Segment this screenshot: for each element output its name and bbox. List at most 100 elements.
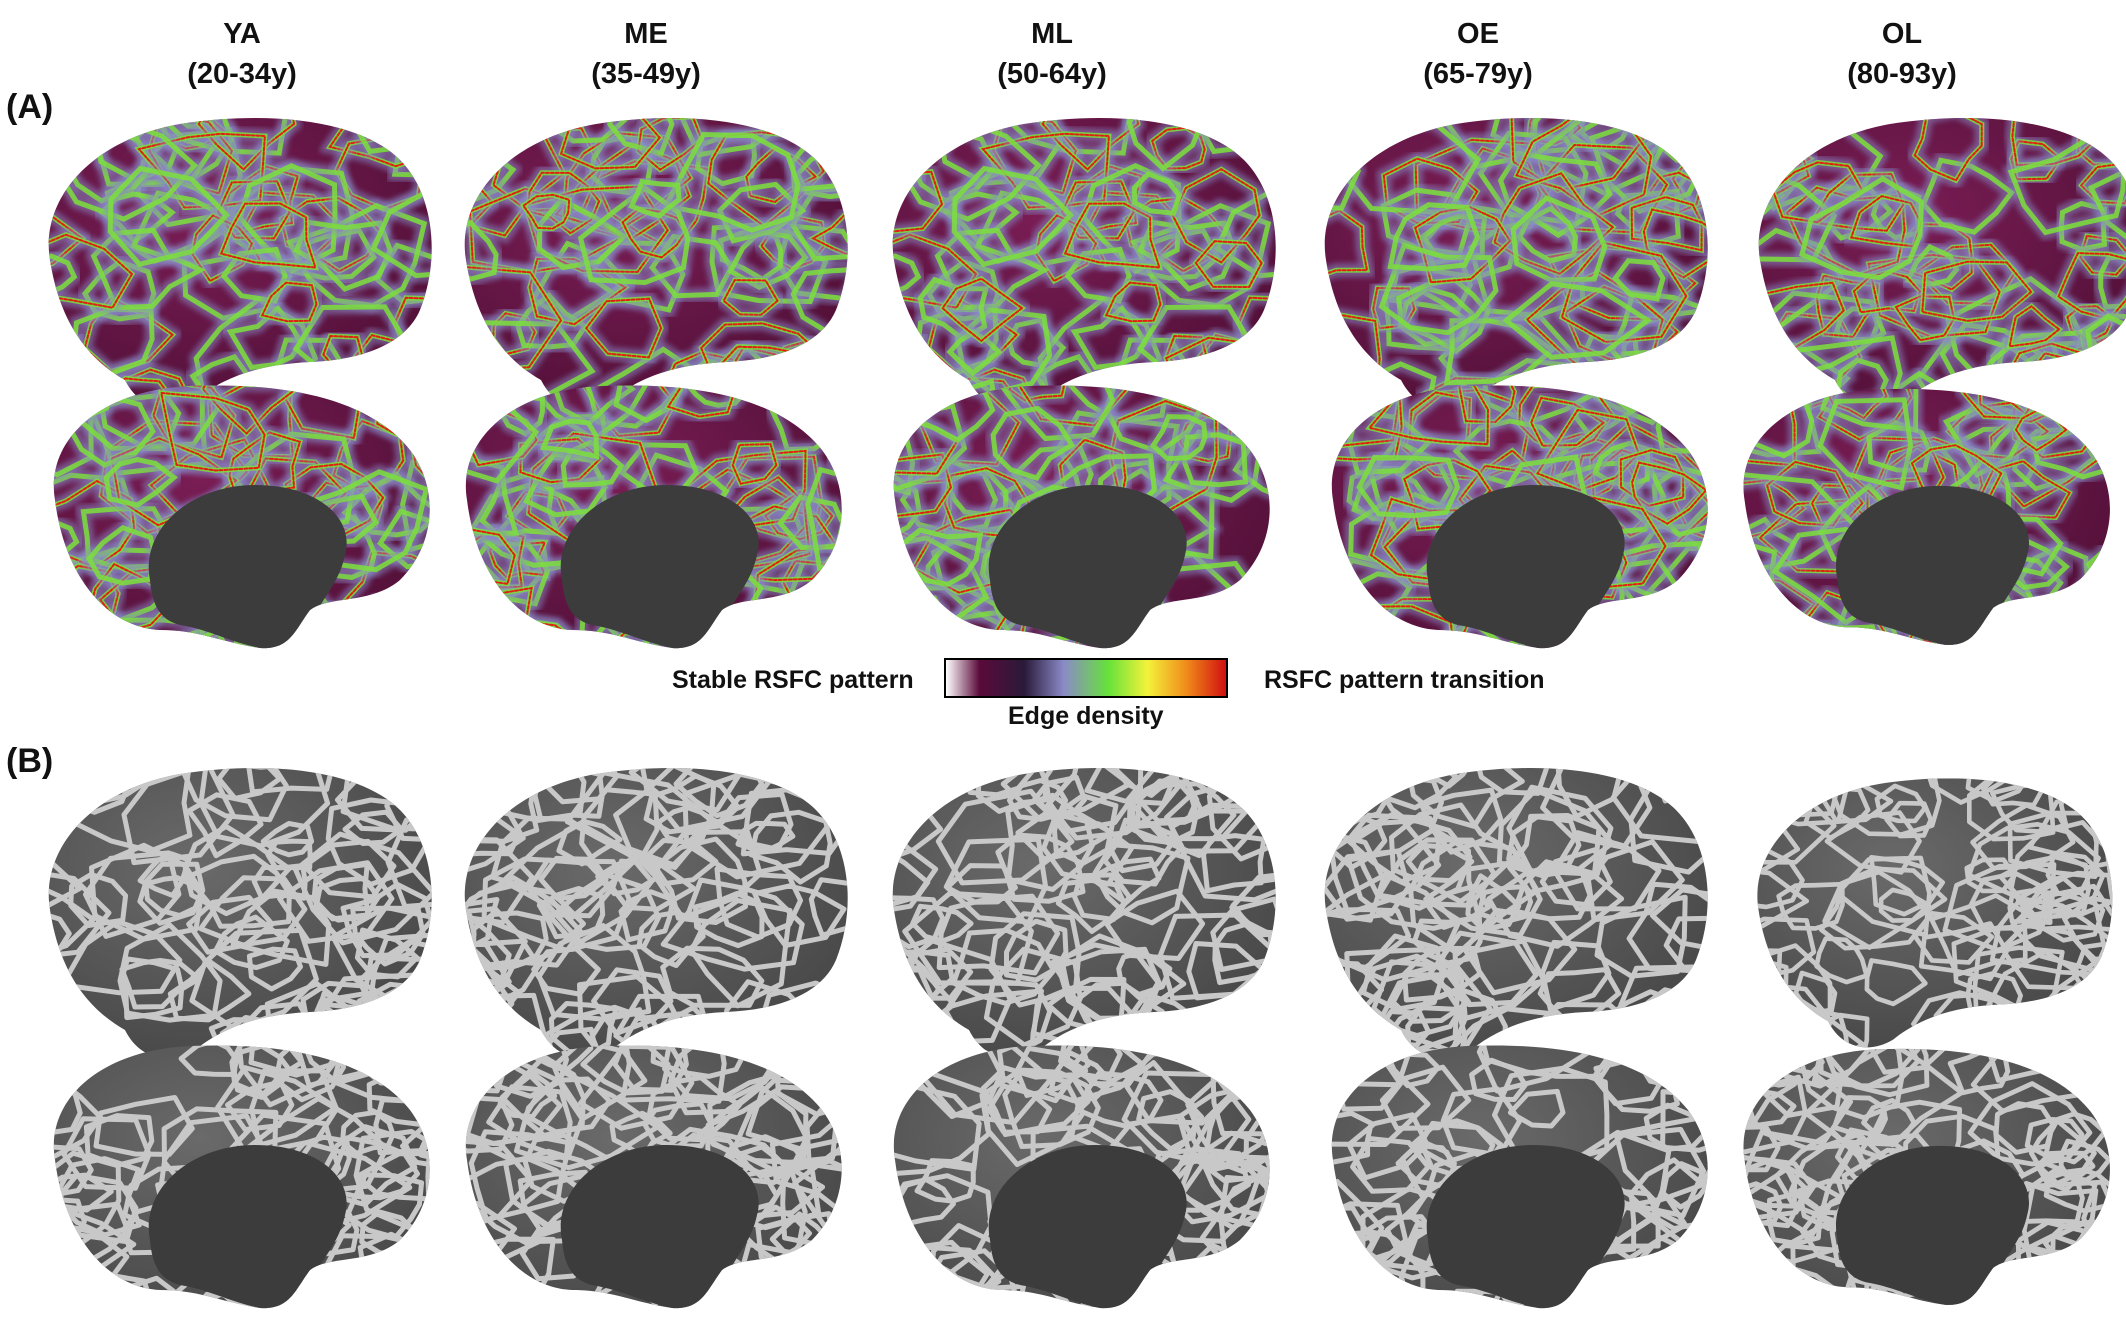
- brain-a-lateral-ol: [1740, 110, 2126, 410]
- parcel-boundary: [1594, 894, 1688, 979]
- parcel-boundary: [1998, 854, 2091, 919]
- parcel-boundary: [1654, 1273, 1708, 1309]
- parcel-boundary: [702, 1296, 767, 1309]
- brain-a-lateral-ml: [874, 110, 1284, 410]
- edge-peak: [1515, 118, 1653, 217]
- parcel-boundary: [893, 1173, 994, 1278]
- edge-peak: [48, 233, 134, 309]
- parcel-boundary: [997, 1045, 1091, 1104]
- parcel-boundary: [893, 1084, 982, 1172]
- parcel-surface: [464, 768, 848, 1059]
- edge-line: [1743, 620, 1775, 645]
- medial-wall: [560, 485, 759, 649]
- brain-b-lateral-ml: [874, 760, 1284, 1060]
- heat-surface: [1331, 385, 1708, 649]
- parcel-boundary: [89, 842, 205, 942]
- parcel-boundary: [2043, 1111, 2108, 1165]
- brain-b-medial-ol: [1730, 1040, 2120, 1320]
- edge-line: [90, 227, 207, 311]
- edge-halo: [892, 133, 927, 192]
- parcel-boundary: [792, 1147, 842, 1228]
- edge-peak: [1331, 385, 1402, 449]
- parcel-boundary: [673, 768, 765, 819]
- parcel-boundary: [1329, 810, 1442, 916]
- edge-peak: [1367, 385, 1490, 446]
- brain-a-medial-ol: [1730, 380, 2120, 660]
- edge-line: [784, 637, 829, 649]
- parcel-boundary: [1825, 778, 1942, 837]
- parcel-boundary: [1647, 1260, 1708, 1309]
- edge-peak: [893, 597, 946, 633]
- edge-line: [86, 525, 159, 586]
- edge-line: [53, 385, 115, 419]
- age-range: (65-79y): [1423, 58, 1533, 90]
- edge-line: [990, 405, 1076, 481]
- parcel-boundary: [465, 1055, 586, 1163]
- edge-line: [1758, 118, 1817, 169]
- edge-halo: [1758, 118, 1823, 175]
- edge-line: [1348, 491, 1454, 581]
- edge-line: [1203, 629, 1270, 649]
- parcel-boundary: [514, 1070, 660, 1171]
- parcel-boundary: [465, 1052, 563, 1146]
- parcel-boundary: [231, 1045, 293, 1100]
- parcel-boundary: [273, 1045, 347, 1103]
- edge-halo: [779, 632, 835, 649]
- parcel-boundary: [1476, 1045, 1592, 1094]
- parcel-boundary: [61, 1116, 152, 1191]
- colorbar: [944, 658, 1228, 698]
- edge-peak: [1894, 295, 1955, 342]
- parcel-boundary: [988, 911, 1082, 1008]
- column-header-ol: OL (80-93y): [1752, 14, 2052, 94]
- parcel-boundary: [2002, 1276, 2110, 1305]
- medial-wall: [1836, 1145, 2029, 1305]
- parcel-boundary: [1052, 793, 1119, 866]
- parcel-boundary: [364, 1045, 429, 1087]
- parcel-boundary: [189, 927, 319, 1032]
- medial-wall: [1836, 485, 2029, 645]
- heat-surface: [464, 118, 848, 409]
- edge-peak: [1560, 241, 1688, 344]
- edge-line: [1356, 454, 1461, 519]
- parcel-boundary: [754, 1258, 842, 1309]
- parcel-boundary: [743, 1286, 821, 1309]
- brain-a-medial-ya: [40, 380, 440, 660]
- parcel-boundary: [1405, 842, 1475, 884]
- medial-wall: [148, 1145, 347, 1309]
- edge-peak: [1758, 281, 1845, 350]
- parcel-boundary: [1743, 1165, 1882, 1265]
- edge-halo: [1655, 118, 1708, 150]
- edge-halo: [53, 596, 87, 649]
- parcel-boundary: [556, 818, 623, 867]
- edge-halo: [2006, 622, 2110, 645]
- edge-halo: [893, 626, 970, 649]
- edge-line: [1502, 281, 1653, 360]
- edge-peak: [2011, 118, 2101, 167]
- parcel-boundary: [1475, 1045, 1626, 1079]
- edge-line: [1126, 118, 1205, 172]
- parcel-boundary: [402, 1045, 430, 1093]
- parcel-boundary: [167, 958, 252, 1023]
- parcel-boundary: [1507, 1088, 1566, 1129]
- edge-halo: [1324, 128, 1367, 216]
- parcel-boundary: [1836, 1276, 1934, 1305]
- parcel-boundary: [564, 770, 716, 870]
- parcel-boundary: [330, 904, 432, 1013]
- parcel-boundary: [1804, 1048, 1964, 1147]
- edge-line: [1510, 195, 1608, 283]
- edge-line: [377, 508, 430, 570]
- parcel-boundary: [83, 1113, 155, 1168]
- edge-peak: [486, 618, 598, 649]
- edge-line: [1387, 202, 1481, 272]
- parcel-boundary: [60, 919, 183, 996]
- parcel-boundary: [121, 768, 236, 866]
- edge-line: [374, 388, 430, 441]
- edge-line: [1131, 170, 1183, 216]
- parcel-boundary: [1324, 826, 1386, 923]
- parcel-boundary: [246, 946, 303, 992]
- parcel-boundary: [1084, 768, 1179, 806]
- edge-line: [708, 617, 829, 649]
- parcel-boundary: [1413, 768, 1475, 789]
- parcel-boundary: [1555, 768, 1623, 819]
- parcel-boundary: [2062, 895, 2113, 963]
